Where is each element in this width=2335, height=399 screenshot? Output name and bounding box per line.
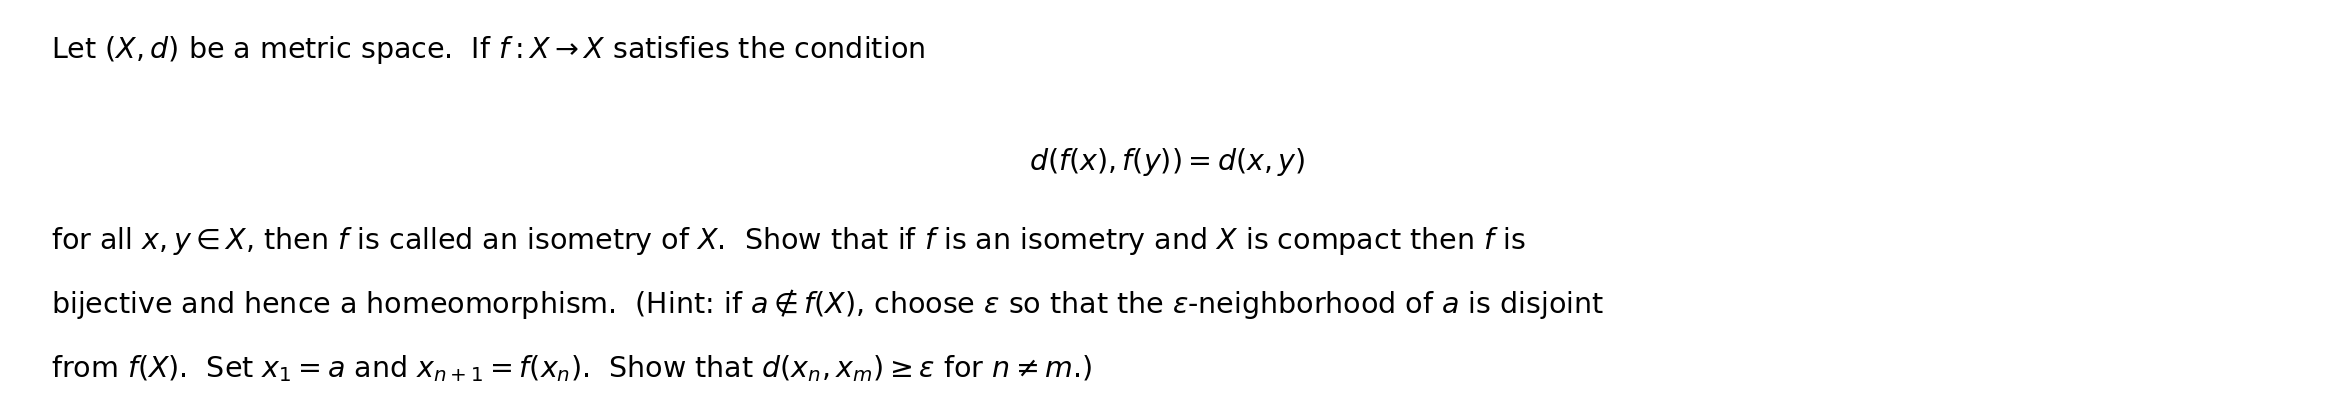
Text: for all $x, y \in X$, then $f$ is called an isometry of $X$.  Show that if $f$ i: for all $x, y \in X$, then $f$ is called… — [51, 225, 1527, 257]
Text: bijective and hence a homeomorphism.  (Hint: if $a \notin f(X)$, choose $\epsilo: bijective and hence a homeomorphism. (Hi… — [51, 287, 1604, 321]
Text: $d(f(x), f(y)) = d(x, y)$: $d(f(x), f(y)) = d(x, y)$ — [1030, 146, 1305, 178]
Text: Let $(X, d)$ be a metric space.  If $f : X \rightarrow X$ satisfies the conditio: Let $(X, d)$ be a metric space. If $f : … — [51, 34, 925, 66]
Text: from $f(X)$.  Set $x_1 = a$ and $x_{n+1} = f(x_n)$.  Show that $d(x_n, x_m) \geq: from $f(X)$. Set $x_1 = a$ and $x_{n+1} … — [51, 353, 1093, 384]
